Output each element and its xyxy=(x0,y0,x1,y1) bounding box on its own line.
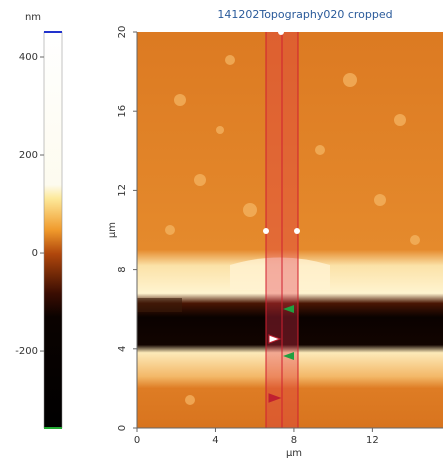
colorbar-tick-label: -200 xyxy=(15,346,38,357)
colorbar-tick-label: 200 xyxy=(19,150,38,161)
y-tick-label: 16 xyxy=(117,105,128,118)
colorbar-tick-label: 0 xyxy=(32,248,38,259)
y-axis-label: µm xyxy=(107,222,118,238)
colorbar xyxy=(43,31,63,429)
y-tick-label: 12 xyxy=(117,184,128,197)
y-tick-label: 4 xyxy=(117,346,128,352)
colorbar-tick-label: 400 xyxy=(19,52,38,63)
x-tick-label: 0 xyxy=(134,435,140,446)
image-title: 141202Topography020 cropped xyxy=(217,8,392,21)
y-tick-label: 8 xyxy=(117,266,128,272)
y-tick-label: 0 xyxy=(117,425,128,431)
y-tick-label: 20 xyxy=(117,26,128,39)
x-tick-label: 8 xyxy=(291,435,297,446)
x-tick-label: 4 xyxy=(212,435,218,446)
colorbar-unit: nm xyxy=(25,12,41,23)
afm-image xyxy=(137,29,443,428)
x-axis-label: µm xyxy=(286,448,302,459)
x-tick-label: 12 xyxy=(366,435,379,446)
